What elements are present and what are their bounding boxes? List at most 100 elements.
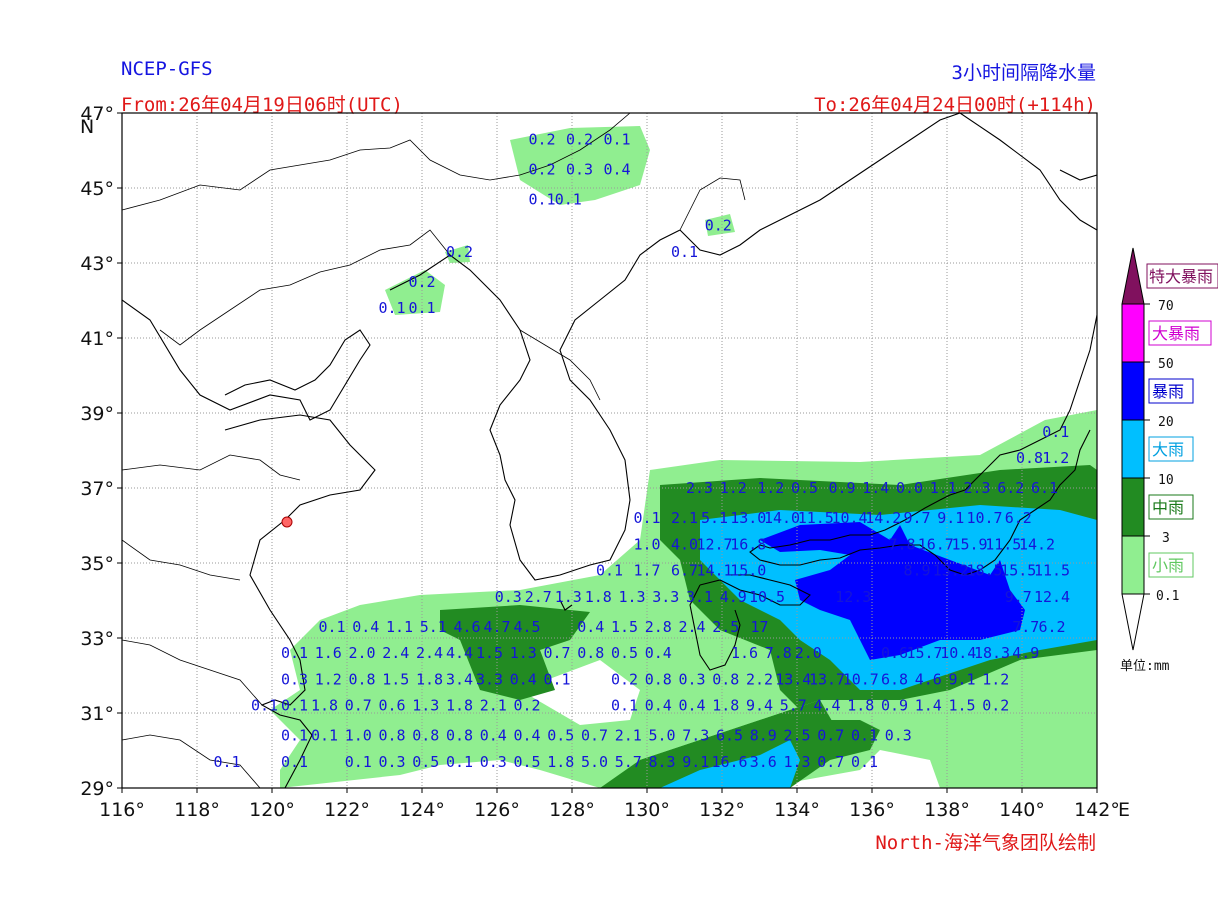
precip-value-label: 0.1 (603, 130, 630, 148)
product-title: 3小时间隔降水量 (951, 62, 1096, 84)
precip-value-label: 0.1 (851, 753, 878, 771)
lon-tick-label: 142° (1074, 799, 1120, 821)
precip-value-label: 10.7 (966, 509, 1002, 527)
precip-value-label: 8.9 (903, 562, 930, 580)
precip-value-label: 18.3 (974, 644, 1010, 662)
precip-value-label: 0.7 (581, 727, 608, 745)
precip-value-label: 0.1 (671, 243, 698, 261)
precip-value-label: 1.5 (382, 670, 409, 688)
lon-tick-label: 138° (924, 799, 970, 821)
precip-value-label: 0.3 (480, 753, 507, 771)
precip-value-label: 13.7 (809, 670, 845, 688)
precip-value-label: 1.0 (633, 535, 660, 553)
precip-value-label: 0.3 (378, 753, 405, 771)
precip-value-label: 6.5 (716, 727, 743, 745)
precip-value-label: 0.4 (645, 697, 672, 715)
precip-value-label: 1.2 (720, 479, 747, 497)
precip-value-label: 9.4 (746, 697, 773, 715)
threshold-50: 50 (1158, 357, 1174, 372)
precip-value-label: 0.1 (251, 697, 278, 715)
precip-value-label: 2.2 (746, 670, 773, 688)
model-title: NCEP-GFS (121, 58, 213, 80)
precip-value-label: 0.3 (495, 588, 522, 606)
precip-value-label: 0.2 (528, 160, 555, 178)
precip-value-label: 3.3 (476, 670, 503, 688)
precip-value-label: 7.8 (765, 644, 792, 662)
precip-value-label: 3.4 (446, 670, 473, 688)
precip-value-label: 0.2 (611, 670, 638, 688)
precip-value-label: 4.4 (446, 644, 473, 662)
precip-value-label: 0.9 (828, 479, 855, 497)
precip-value-label: 9.1 (937, 509, 964, 527)
precip-value-label: 0.1 (633, 509, 660, 527)
precip-value-label: 0.1 (281, 753, 308, 771)
precip-value-label: 6.2 (997, 479, 1024, 497)
precip-value-label: 2.4 (416, 644, 443, 662)
precip-value-label: 0.1 (345, 753, 372, 771)
legend-label-torrential: 暴雨 (1152, 382, 1184, 401)
precip-value-label: 10.5 (749, 588, 785, 606)
precip-value-label: 0.4 (645, 644, 672, 662)
precip-value-label: 0.0 (896, 479, 923, 497)
precip-value-label: 1.2 (315, 670, 342, 688)
precip-value-label: 15.5 (1000, 562, 1036, 580)
precip-value-label: 0.7 (543, 644, 570, 662)
precip-value-label: 4.6 (915, 670, 942, 688)
threshold-3: 3 (1162, 531, 1170, 546)
precip-value-label: 0.3 (678, 670, 705, 688)
precip-value-label: 0.4 (480, 727, 507, 745)
precip-value-label: 1.8 (712, 697, 739, 715)
precip-value-label: 11.5 (985, 535, 1021, 553)
precip-value-label: 0.7 (817, 727, 844, 745)
lat-tick-label: 41° (80, 328, 114, 350)
precip-value-label: 1.3 (618, 588, 645, 606)
precip-value-label: 5.7 (780, 697, 807, 715)
precip-value-label: 0.3 (281, 670, 308, 688)
precip-value-label: 11.5 (798, 509, 834, 527)
precip-value-label: 0.8 (712, 670, 739, 688)
valid-from-label: From:26年04月19日06时(UTC) (121, 94, 403, 116)
precip-value-label: 1.5 (611, 618, 638, 636)
lon-tick-label: 118° (174, 799, 220, 821)
precip-value-label: 8.9 (750, 727, 777, 745)
legend-label-heavy: 大雨 (1152, 440, 1184, 459)
precip-value-label: 0.1 (408, 299, 435, 317)
precip-value-label: 2.1 (615, 727, 642, 745)
precip-value-label: 9.1 (948, 670, 975, 688)
precip-value-label: 12.4 (1034, 588, 1070, 606)
precip-value-label: 0.1 (311, 727, 338, 745)
precip-value-label: 1.2 (757, 479, 784, 497)
precip-value-label: 2.4 (678, 618, 705, 636)
precip-value-label: 1.8 (847, 697, 874, 715)
precip-value-label: 1.7 (633, 562, 660, 580)
precip-value-label: 0.8 (412, 727, 439, 745)
precip-value-label: 1.4 (862, 479, 889, 497)
lat-tick-label: 39° (80, 403, 114, 425)
precip-value-label: 3.1 (686, 588, 713, 606)
precip-value-label: 0.7 (345, 697, 372, 715)
precip-value-label: 1.0 (345, 727, 372, 745)
precip-value-label: 4.9 (720, 588, 747, 606)
precip-value-label: 0.1 (281, 727, 308, 745)
precip-value-label: 12.7 (696, 535, 732, 553)
precip-value-label: 1.3 (510, 644, 537, 662)
precip-value-label: 13.2 (933, 562, 969, 580)
legend-bin-extreme (1121, 247, 1145, 305)
precip-value-label: 15.7 (906, 644, 942, 662)
legend-label-light: 小雨 (1152, 556, 1184, 575)
precip-value-label: 10.4 (831, 509, 867, 527)
precip-value-label: 6.2 (1038, 618, 1065, 636)
precip-value-label: 4.9 (1012, 644, 1039, 662)
precip-value-label: 10.4 (940, 644, 976, 662)
precip-value-label: 2.0 (795, 644, 822, 662)
precip-value-label: 7.7 (1012, 618, 1039, 636)
precip-value-label: 4.4 (813, 697, 840, 715)
precip-value-label: 1.8 (311, 697, 338, 715)
precip-value-label: 0.1 (596, 562, 623, 580)
precip-value-label: 0.8 (446, 727, 473, 745)
precip-value-label: 12.3 (835, 588, 871, 606)
precip-value-label: 0.2 (446, 243, 473, 261)
precip-value-label: 1.1 (386, 618, 413, 636)
precip-value-label: 0.2 (982, 697, 1009, 715)
credit-label: North-海洋气象团队绘制 (875, 832, 1096, 854)
